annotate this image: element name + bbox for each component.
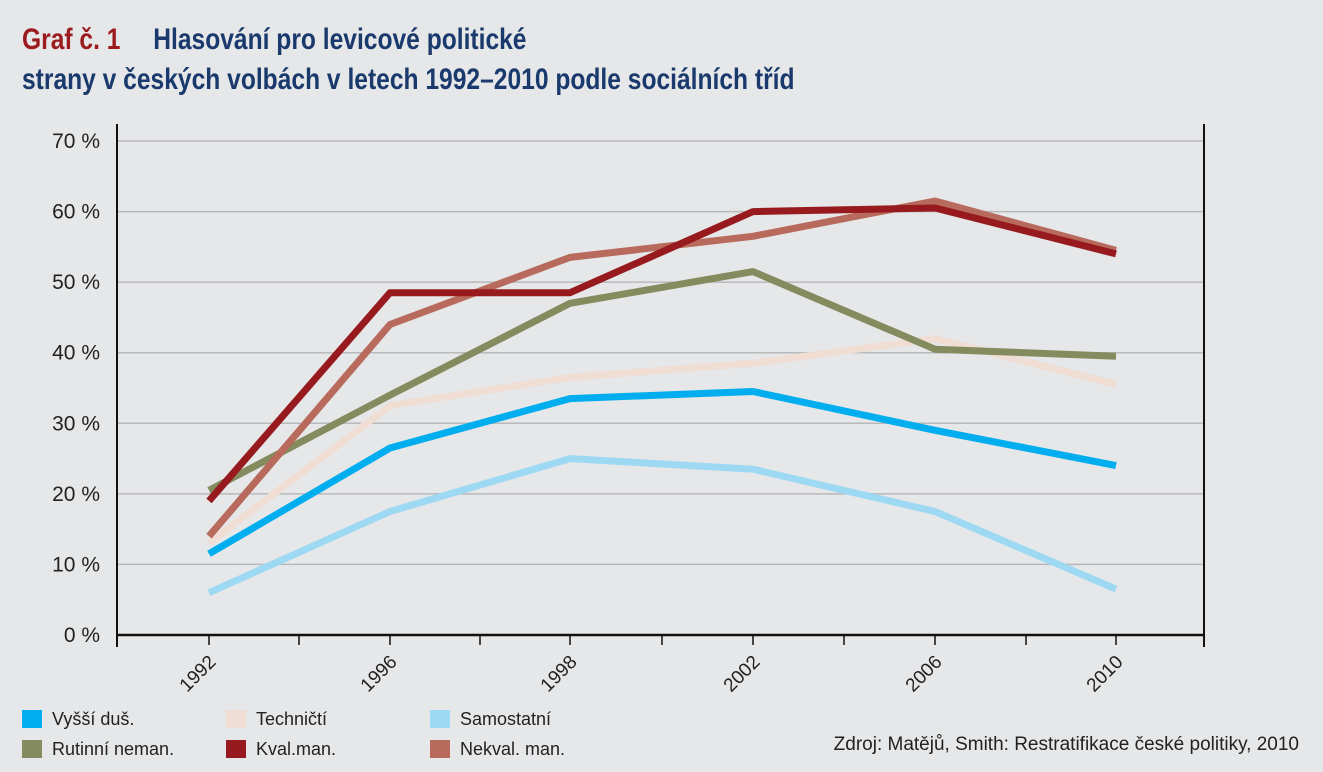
y-tick-label: 30 % xyxy=(52,412,100,435)
source-note: Zdroj: Matějů, Smith: Restratifikace čes… xyxy=(833,734,1299,755)
legend-item-kval-man: Kval.man. xyxy=(226,739,430,760)
y-tick-label: 50 % xyxy=(52,271,100,294)
legend: Vyšší duš. Techničtí Samostatní Rutinní … xyxy=(22,704,565,764)
y-tick-labels: 0 % 10 % 20 % 30 % 40 % 50 % 60 % 70 % xyxy=(52,130,100,647)
y-tick-label: 60 % xyxy=(52,201,100,224)
legend-item-technicti: Techničtí xyxy=(226,709,430,730)
x-tick-label: 1996 xyxy=(357,652,402,697)
legend-swatch xyxy=(22,740,42,758)
legend-swatch xyxy=(226,740,246,758)
legend-label: Rutinní neman. xyxy=(52,738,175,759)
figure-number: Graf č. 1 xyxy=(22,23,121,56)
legend-item-rutinni-neman: Rutinní neman. xyxy=(22,739,226,760)
y-tick-label: 40 % xyxy=(52,342,100,365)
x-tick-label: 1992 xyxy=(176,652,221,697)
y-tick-label: 0 % xyxy=(64,624,100,647)
y-tick-label: 10 % xyxy=(52,553,100,576)
legend-row-2: Rutinní neman. Kval.man. Nekval. man. xyxy=(22,734,565,764)
legend-label: Samostatní xyxy=(460,708,552,729)
series-line-nekval-man xyxy=(206,197,1117,539)
title-line-1: Graf č. 1 Hlasování pro levicové politick… xyxy=(22,20,795,60)
series-line-vy-du xyxy=(207,388,1117,557)
legend-swatch xyxy=(22,710,42,728)
legend-label: Techničtí xyxy=(256,708,328,729)
x-tick-label: 2010 xyxy=(1083,652,1128,697)
x-tick-labels: 1992 1996 1998 2002 2006 2010 xyxy=(176,652,1128,697)
x-tick-label: 2002 xyxy=(720,652,765,697)
legend-swatch xyxy=(430,710,450,728)
legend-label: Kval.man. xyxy=(256,738,337,759)
y-tick-label: 20 % xyxy=(52,483,100,506)
title-text-1: Hlasování pro levicové politické xyxy=(153,23,527,56)
x-tick-label: 1998 xyxy=(537,652,582,697)
series-line-techni-t xyxy=(206,335,1117,547)
legend-swatch xyxy=(226,710,246,728)
legend-label: Nekval. man. xyxy=(460,738,566,759)
legend-item-samostatni: Samostatní xyxy=(430,709,551,730)
axes xyxy=(116,124,1205,647)
legend-swatch xyxy=(430,740,450,758)
series-line-kval-man xyxy=(206,204,1117,504)
series-line-rutinn-neman xyxy=(207,268,1117,494)
legend-item-vyssi-dus: Vyšší duš. xyxy=(22,709,226,730)
x-tick-label: 2006 xyxy=(902,652,947,697)
legend-row-1: Vyšší duš. Techničtí Samostatní xyxy=(22,704,565,734)
series-line-samostatn xyxy=(207,455,1118,596)
title-line-2: strany v českých volbách v letech 1992–2… xyxy=(22,63,795,96)
legend-label: Vyšší duš. xyxy=(52,708,135,729)
series-lines xyxy=(206,197,1118,596)
y-tick-label: 70 % xyxy=(52,130,100,153)
legend-item-nekval-man: Nekval. man. xyxy=(430,739,565,760)
chart-title: Graf č. 1 Hlasování pro levicové politick… xyxy=(22,20,795,100)
